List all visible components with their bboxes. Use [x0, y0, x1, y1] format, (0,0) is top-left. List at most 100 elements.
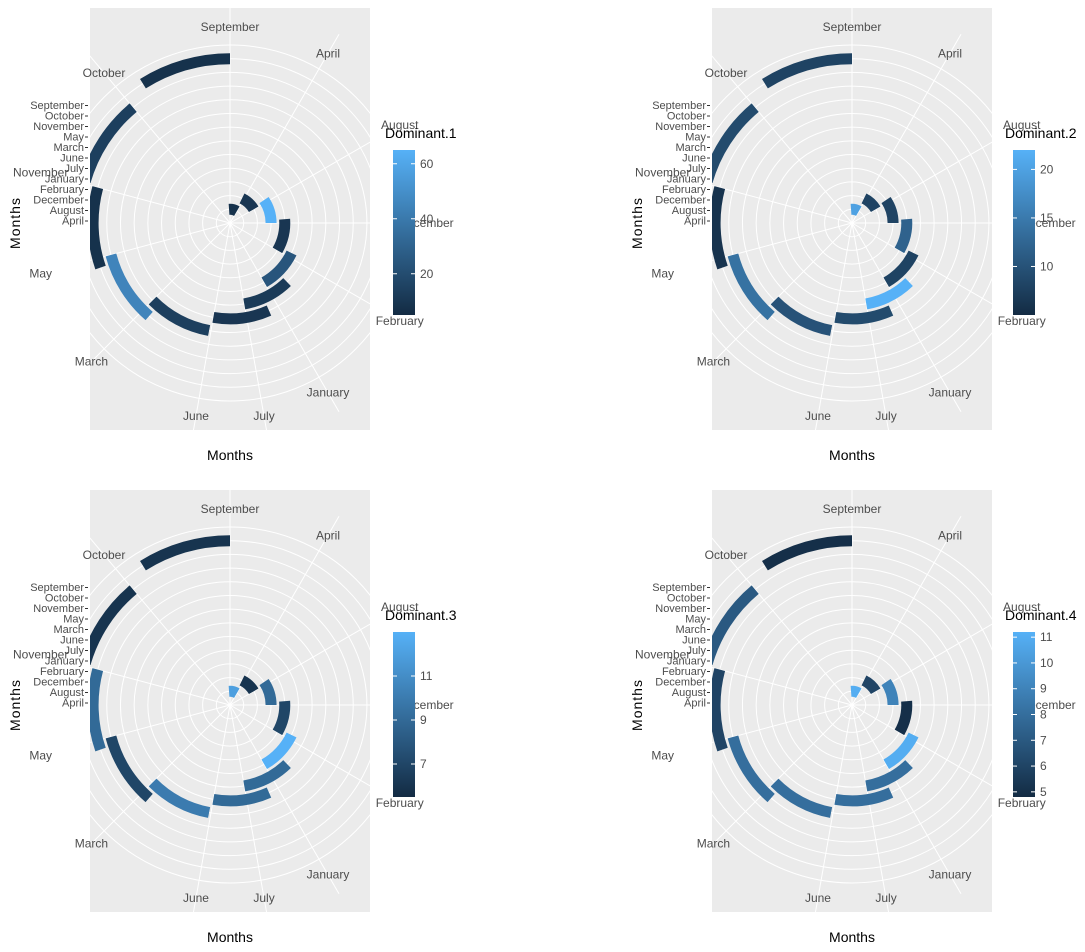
grid-spoke — [851, 704, 962, 895]
radial-tick-label: May — [685, 132, 706, 144]
grid-spoke — [90, 666, 231, 706]
legend-tick-label: 7 — [1040, 733, 1047, 747]
angular-label-april: April — [938, 528, 962, 542]
radial-tick-label: September — [30, 582, 84, 594]
legend-tick-label: 10 — [1040, 656, 1054, 670]
radial-tick-label: January — [45, 174, 85, 186]
legend-tick-label: 6 — [1040, 759, 1047, 773]
radial-tick-label: December — [655, 195, 706, 207]
angular-label-march: March — [75, 837, 108, 851]
radial-tick-label: June — [682, 153, 706, 165]
bar-april — [228, 685, 240, 698]
angular-label-june: June — [805, 409, 831, 423]
radial-tick-label: August — [50, 205, 84, 217]
grid-spoke — [851, 515, 962, 706]
grid-spoke — [712, 55, 853, 224]
angular-label-november: November — [13, 165, 68, 179]
radial-tick-label: October — [45, 111, 84, 123]
radial-tick-label: July — [686, 163, 706, 175]
bar-february — [272, 218, 291, 254]
legend: Dominant.3 7 9 11 — [385, 607, 457, 797]
angular-label-march: March — [75, 355, 108, 369]
radial-tick-label: February — [662, 184, 707, 196]
bar-may — [727, 735, 775, 803]
legend-title: Dominant.3 — [385, 607, 457, 623]
legend-tick-label: 40 — [420, 212, 434, 226]
radial-tick-label: April — [684, 698, 706, 710]
angular-label-february: February — [998, 314, 1046, 328]
angular-label-january: January — [307, 868, 350, 882]
angular-label-february: February — [376, 796, 424, 810]
angular-label-july: July — [875, 891, 896, 905]
radial-tick-label: August — [672, 205, 706, 217]
radial-tick-label: July — [64, 645, 84, 657]
bar-september — [140, 53, 230, 89]
radial-tick-label: July — [686, 645, 706, 657]
grid-spoke — [90, 222, 231, 262]
angular-label-august: August — [381, 600, 419, 614]
bar-march — [148, 296, 211, 336]
bars — [90, 535, 297, 818]
bar-january — [883, 732, 919, 770]
grid-spoke — [90, 704, 231, 744]
bar-june — [834, 787, 894, 807]
grid-spoke — [90, 537, 231, 706]
x-axis-label: Months — [207, 929, 253, 945]
radial-tick-label: June — [60, 153, 84, 165]
radial-tick-label: January — [667, 174, 707, 186]
radial-tick-label: April — [684, 216, 706, 228]
radial-tick-label: September — [30, 100, 84, 112]
grid-spoke — [90, 222, 231, 364]
bar-august — [861, 193, 881, 213]
angular-label-july: July — [253, 409, 274, 423]
radial-tick-label: March — [53, 142, 84, 154]
grid-spoke — [229, 515, 340, 706]
radial-tick-label: August — [672, 687, 706, 699]
bar-august — [239, 193, 259, 213]
bar-may — [105, 735, 153, 803]
bar-december — [881, 196, 899, 223]
angular-label-october: October — [83, 548, 126, 562]
y-axis-label: Months — [629, 197, 645, 249]
bars — [712, 535, 919, 818]
radial-tick-label: March — [53, 624, 84, 636]
bar-november — [712, 668, 728, 752]
radial-tick-label: October — [45, 593, 84, 605]
grid-spoke — [229, 222, 340, 413]
angular-label-march: March — [697, 837, 730, 851]
bar-july — [243, 760, 291, 792]
grid-spoke — [229, 222, 370, 305]
legend-title: Dominant.1 — [385, 125, 457, 141]
chart-panel-4: AprilAugustDecemberFebruaryJanuaryJulyJu… — [629, 490, 1077, 945]
bar-may — [105, 253, 153, 321]
bar-november — [712, 186, 728, 270]
legend-tick-label: 11 — [1040, 630, 1053, 644]
x-axis-label: Months — [829, 929, 875, 945]
bar-september — [762, 535, 852, 571]
bar-october — [712, 103, 759, 184]
legend-tick-label: 11 — [420, 669, 433, 683]
angular-label-september: September — [823, 502, 882, 516]
legend-colorbar — [1013, 632, 1035, 797]
grid-spoke — [851, 704, 890, 912]
legend-tick-label: 15 — [1040, 211, 1054, 225]
legend-tick-label: 7 — [420, 757, 427, 771]
bar-september — [140, 535, 230, 571]
grid-spoke — [851, 222, 962, 413]
grid-spoke — [814, 704, 853, 912]
grid-spoke — [712, 184, 853, 224]
bars — [90, 53, 297, 336]
bar-february — [272, 700, 291, 736]
radial-tick-label: May — [63, 132, 84, 144]
legend-tick-label: 20 — [420, 267, 434, 281]
bar-august — [239, 675, 259, 695]
chart-panel-2: AprilAugustDecemberFebruaryJanuaryJulyJu… — [629, 8, 1077, 463]
angular-label-july: July — [253, 891, 274, 905]
grid-spoke — [712, 537, 853, 706]
grid-spoke — [229, 704, 370, 787]
bar-may — [727, 253, 775, 321]
grid-spoke — [712, 222, 853, 364]
bar-march — [770, 778, 833, 818]
bar-june — [212, 305, 272, 325]
